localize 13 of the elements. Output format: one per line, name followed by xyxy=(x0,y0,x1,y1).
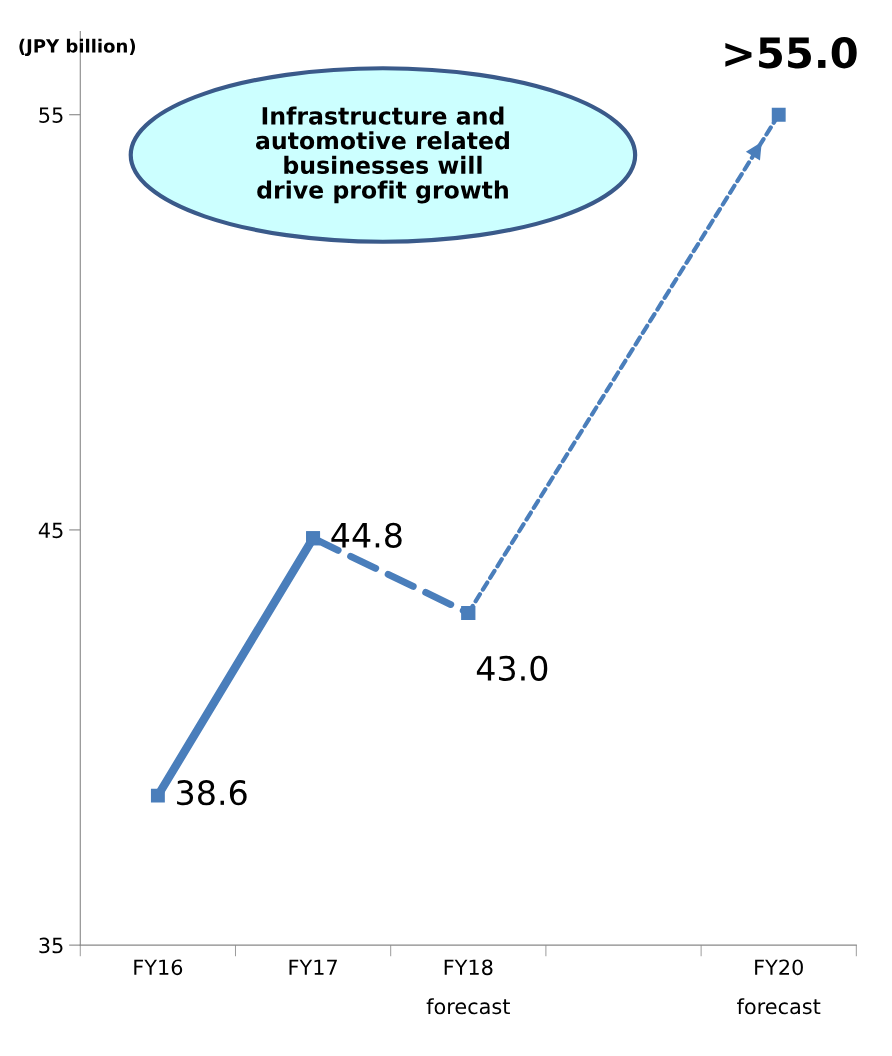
annotation: Infrastructure and automotive related businesses will drive profit growth xyxy=(255,106,509,204)
y-tick-label: 55 xyxy=(39,107,63,123)
data-label: 43.0 xyxy=(476,655,548,681)
y-tick-label: 45 xyxy=(38,522,63,539)
x-tick-label: FY20 forecast xyxy=(737,959,821,1015)
data-label: >55.0 xyxy=(725,36,857,69)
x-tick-label: FY17 xyxy=(289,959,337,975)
x-tick-label: FY18 forecast xyxy=(426,959,510,1015)
data-label: 38.6 xyxy=(177,780,247,806)
x-tick-label: FY16 xyxy=(134,959,183,976)
y-axis-title: (JPY billion) xyxy=(19,38,136,57)
data-label: 44.8 xyxy=(331,522,402,548)
y-tick-label: 35 xyxy=(39,937,63,954)
